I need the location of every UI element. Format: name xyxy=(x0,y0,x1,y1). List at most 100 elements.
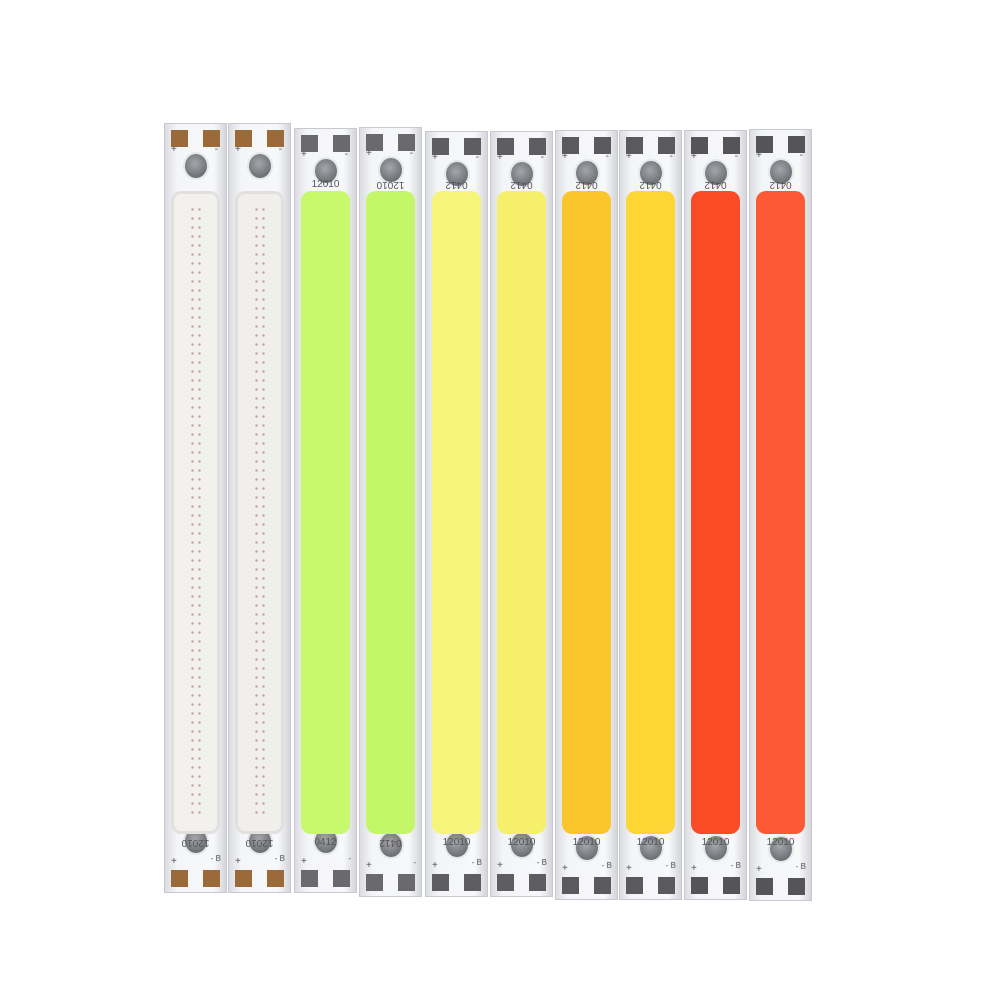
model-label: 12010 xyxy=(766,837,795,848)
minus-sign: - B xyxy=(795,862,806,871)
solder-pad xyxy=(691,877,708,894)
model-label: 0412 xyxy=(445,179,468,190)
minus-sign: - xyxy=(734,151,738,162)
mounting-hole xyxy=(184,154,207,178)
mounting-hole xyxy=(248,829,271,853)
solder-pad xyxy=(171,130,188,147)
solder-pad xyxy=(432,874,449,891)
solder-pad xyxy=(366,874,383,891)
solder-pad xyxy=(658,877,675,894)
model-label: 12010 xyxy=(181,837,210,848)
solder-pad xyxy=(267,870,284,887)
model-label: 0412 xyxy=(575,179,598,190)
minus-sign: - B xyxy=(730,861,741,870)
model-label: 0412 xyxy=(769,179,792,190)
model-label: 12010 xyxy=(636,837,665,848)
mounting-hole xyxy=(575,161,598,185)
led-strip: + - + - 12010 0412 xyxy=(294,128,357,893)
solder-pad xyxy=(756,136,773,153)
solder-pad xyxy=(235,130,252,147)
led-emitter-area xyxy=(562,191,611,834)
mounting-hole xyxy=(510,162,533,186)
plus-sign: + xyxy=(626,863,632,874)
minus-sign: - xyxy=(669,151,673,162)
led-strip: + - + - B 0412 12010 xyxy=(619,130,682,900)
solder-pad xyxy=(691,137,708,154)
plus-sign: + xyxy=(691,863,697,874)
solder-pad xyxy=(333,870,350,887)
solder-pad xyxy=(788,878,805,895)
minus-sign: - xyxy=(348,854,351,863)
solder-pad xyxy=(497,874,514,891)
solder-pad xyxy=(301,135,318,152)
model-label: 0412 xyxy=(510,179,533,190)
solder-pad xyxy=(562,137,579,154)
led-emitter-area xyxy=(756,191,805,834)
solder-pad xyxy=(658,137,675,154)
led-chip-dots xyxy=(188,205,203,820)
led-emitter-area xyxy=(301,191,350,834)
mounting-hole xyxy=(314,159,337,183)
solder-pad xyxy=(626,877,643,894)
solder-pad xyxy=(529,874,546,891)
solder-pad xyxy=(301,870,318,887)
solder-pad xyxy=(756,878,773,895)
solder-pad xyxy=(497,138,514,155)
solder-pad xyxy=(464,874,481,891)
solder-pad xyxy=(788,136,805,153)
plus-sign: + xyxy=(562,151,568,162)
model-label: 0412 xyxy=(379,837,402,848)
solder-pad xyxy=(366,134,383,151)
plus-sign: + xyxy=(626,151,632,162)
mounting-hole xyxy=(379,158,402,182)
minus-sign: - B xyxy=(601,861,612,870)
led-chip-dots xyxy=(252,205,267,820)
solder-pad xyxy=(594,137,611,154)
solder-pad xyxy=(464,138,481,155)
minus-sign: - xyxy=(799,150,803,161)
solder-pad xyxy=(203,870,220,887)
mounting-hole xyxy=(575,836,598,860)
mounting-hole xyxy=(445,833,468,857)
mounting-hole xyxy=(639,161,662,185)
mounting-hole xyxy=(769,160,792,184)
led-emitter-area xyxy=(626,191,675,834)
led-emitter-area xyxy=(235,191,284,834)
model-label: 12010 xyxy=(245,837,274,848)
plus-sign: + xyxy=(171,856,177,867)
minus-sign: - B xyxy=(665,861,676,870)
solder-pad xyxy=(333,135,350,152)
plus-sign: + xyxy=(301,149,307,160)
solder-pad xyxy=(594,877,611,894)
minus-sign: - xyxy=(413,858,416,867)
solder-pad xyxy=(398,874,415,891)
minus-sign: - xyxy=(605,151,609,162)
minus-sign: - xyxy=(409,148,413,159)
solder-pad xyxy=(723,877,740,894)
plus-sign: + xyxy=(235,144,241,155)
mounting-hole xyxy=(248,154,271,178)
minus-sign: - B xyxy=(210,854,221,863)
plus-sign: + xyxy=(562,863,568,874)
solder-pad xyxy=(432,138,449,155)
mounting-hole xyxy=(379,833,402,857)
led-strip: + - + - B 0412 12010 xyxy=(684,130,747,900)
model-label: 12010 xyxy=(507,837,536,848)
minus-sign: - xyxy=(278,144,282,155)
solder-pad xyxy=(626,137,643,154)
model-label: 12010 xyxy=(376,179,405,190)
solder-pad xyxy=(529,138,546,155)
led-emitter-area xyxy=(432,191,481,834)
minus-sign: - xyxy=(540,152,544,163)
model-label: 0412 xyxy=(704,179,727,190)
solder-pad xyxy=(267,130,284,147)
led-strip: + - + - B 0412 12010 xyxy=(425,131,488,897)
minus-sign: - xyxy=(344,149,348,160)
minus-sign: - xyxy=(214,144,218,155)
led-strip: + - + - B 0412 12010 xyxy=(749,129,812,901)
plus-sign: + xyxy=(691,151,697,162)
mounting-hole xyxy=(184,829,207,853)
plus-sign: + xyxy=(432,860,438,871)
minus-sign: - B xyxy=(274,854,285,863)
